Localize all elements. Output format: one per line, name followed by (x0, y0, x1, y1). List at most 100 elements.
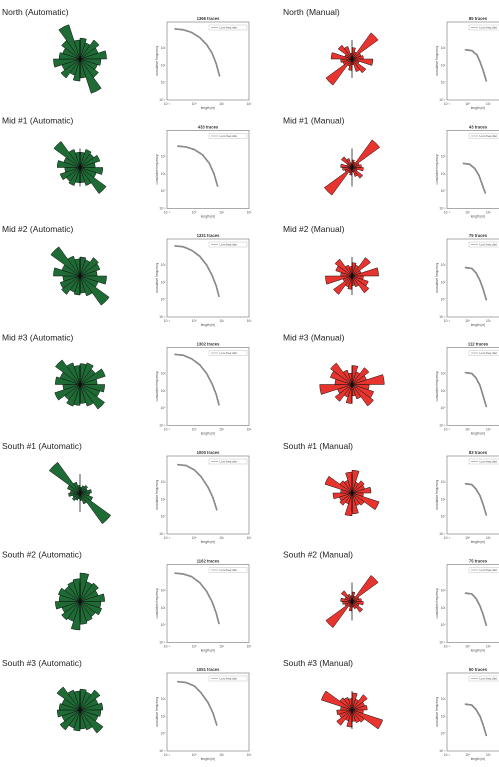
x-tick-label: 10⁻¹ (444, 753, 450, 757)
legend-label: Lum freq dist (480, 134, 498, 138)
x-tick-label: 10¹ (486, 753, 491, 757)
rose-petal (59, 709, 81, 731)
data-point (464, 592, 467, 594)
y-tick-label: 10² (161, 589, 166, 593)
y-tick-label: 10⁻¹ (439, 424, 445, 428)
x-tick-label: 10⁻¹ (444, 645, 450, 649)
data-point (188, 575, 191, 577)
data-point (480, 65, 483, 68)
trace-count-label: 1000 traces (197, 450, 220, 455)
legend-box (208, 567, 248, 573)
data-point (209, 706, 212, 709)
data-point (174, 353, 177, 356)
panel-title: North (Manual) (283, 7, 340, 17)
rose-petal (79, 492, 88, 505)
data-point (215, 287, 218, 290)
y-axis-label: cumulative frequency (435, 697, 439, 728)
x-tick-label: 10⁰ (192, 102, 198, 106)
legend-label: Lum freq dist (220, 568, 238, 572)
x-tick-label: 10⁰ (465, 536, 471, 540)
data-point (478, 277, 480, 280)
data-point (194, 578, 197, 581)
data-point (212, 715, 215, 717)
x-axis-label: length (m) (471, 649, 485, 653)
data-point (482, 724, 485, 726)
data-point (482, 185, 484, 188)
trace-count-label: 50 traces (469, 667, 488, 672)
data-point (464, 48, 467, 51)
data-point (191, 467, 194, 470)
data-point (179, 145, 181, 148)
data-point (483, 619, 486, 621)
rose-petal (79, 593, 105, 602)
data-point (196, 35, 199, 38)
plot-frame (446, 130, 499, 209)
data-point (209, 380, 212, 383)
data-point (200, 257, 203, 260)
data-point (207, 701, 209, 704)
panel-10: South #1 (Manual) 83 traces Lum freq dist 1… (283, 441, 499, 544)
y-tick-label: 10⁰ (161, 298, 167, 302)
y-tick-label: 10² (161, 697, 166, 701)
data-point (214, 505, 217, 508)
data-point (469, 703, 472, 706)
data-point (475, 488, 477, 490)
rose-petal (319, 384, 353, 395)
rose-petal (55, 359, 81, 385)
data-point (178, 572, 181, 575)
data-point (483, 726, 485, 729)
data-point (213, 172, 215, 175)
y-tick-label: 10⁰ (441, 406, 447, 410)
legend: Lum freq dist (208, 458, 248, 465)
legend: Lum freq dist (468, 675, 499, 682)
x-axis-label: length (m) (471, 432, 485, 436)
y-tick-label: 10⁰ (161, 189, 167, 193)
y-tick-label: 10¹ (441, 389, 446, 393)
data-point (480, 719, 483, 722)
data-point (479, 717, 482, 720)
data-point (479, 387, 482, 390)
data-point (203, 696, 206, 699)
data-point (215, 393, 218, 396)
legend-label: Lum freq dist (220, 351, 238, 355)
data-point (190, 357, 193, 360)
data-point (479, 63, 482, 65)
data-point (211, 383, 214, 385)
data-point (472, 166, 475, 169)
y-tick-label: 10² (161, 480, 166, 484)
rose-petal (79, 689, 101, 711)
rose-petal (351, 58, 367, 74)
rose-petal (79, 263, 101, 277)
legend-box (468, 675, 499, 682)
data-point (186, 247, 189, 250)
rose-petal (346, 158, 353, 168)
data-point (182, 245, 185, 248)
x-tick-label: 10⁰ (465, 319, 471, 323)
legend: Lum freq dist (468, 458, 499, 465)
data-point (184, 573, 187, 576)
data-point (174, 572, 177, 575)
data-point (196, 472, 199, 475)
data-point (215, 284, 218, 287)
data-point (201, 153, 204, 156)
x-axis-label: length (m) (201, 649, 215, 653)
rose-petal (351, 275, 360, 288)
data-point (209, 271, 212, 274)
rose-petal (351, 709, 384, 730)
data-point (467, 592, 470, 595)
legend: Lum freq dist (208, 350, 248, 356)
data-point (481, 392, 484, 395)
data-point (179, 463, 181, 466)
data-point (206, 160, 209, 163)
data-point (176, 353, 179, 356)
data-point (198, 690, 201, 693)
data-point (205, 372, 208, 375)
data-point (194, 252, 197, 255)
x-tick-label: 10⁰ (465, 645, 471, 649)
data-point (479, 179, 482, 181)
data-point (189, 147, 192, 150)
legend-box (208, 133, 248, 139)
x-tick-label: 10⁰ (465, 428, 471, 432)
data-point (208, 704, 211, 706)
data-point (466, 371, 469, 374)
